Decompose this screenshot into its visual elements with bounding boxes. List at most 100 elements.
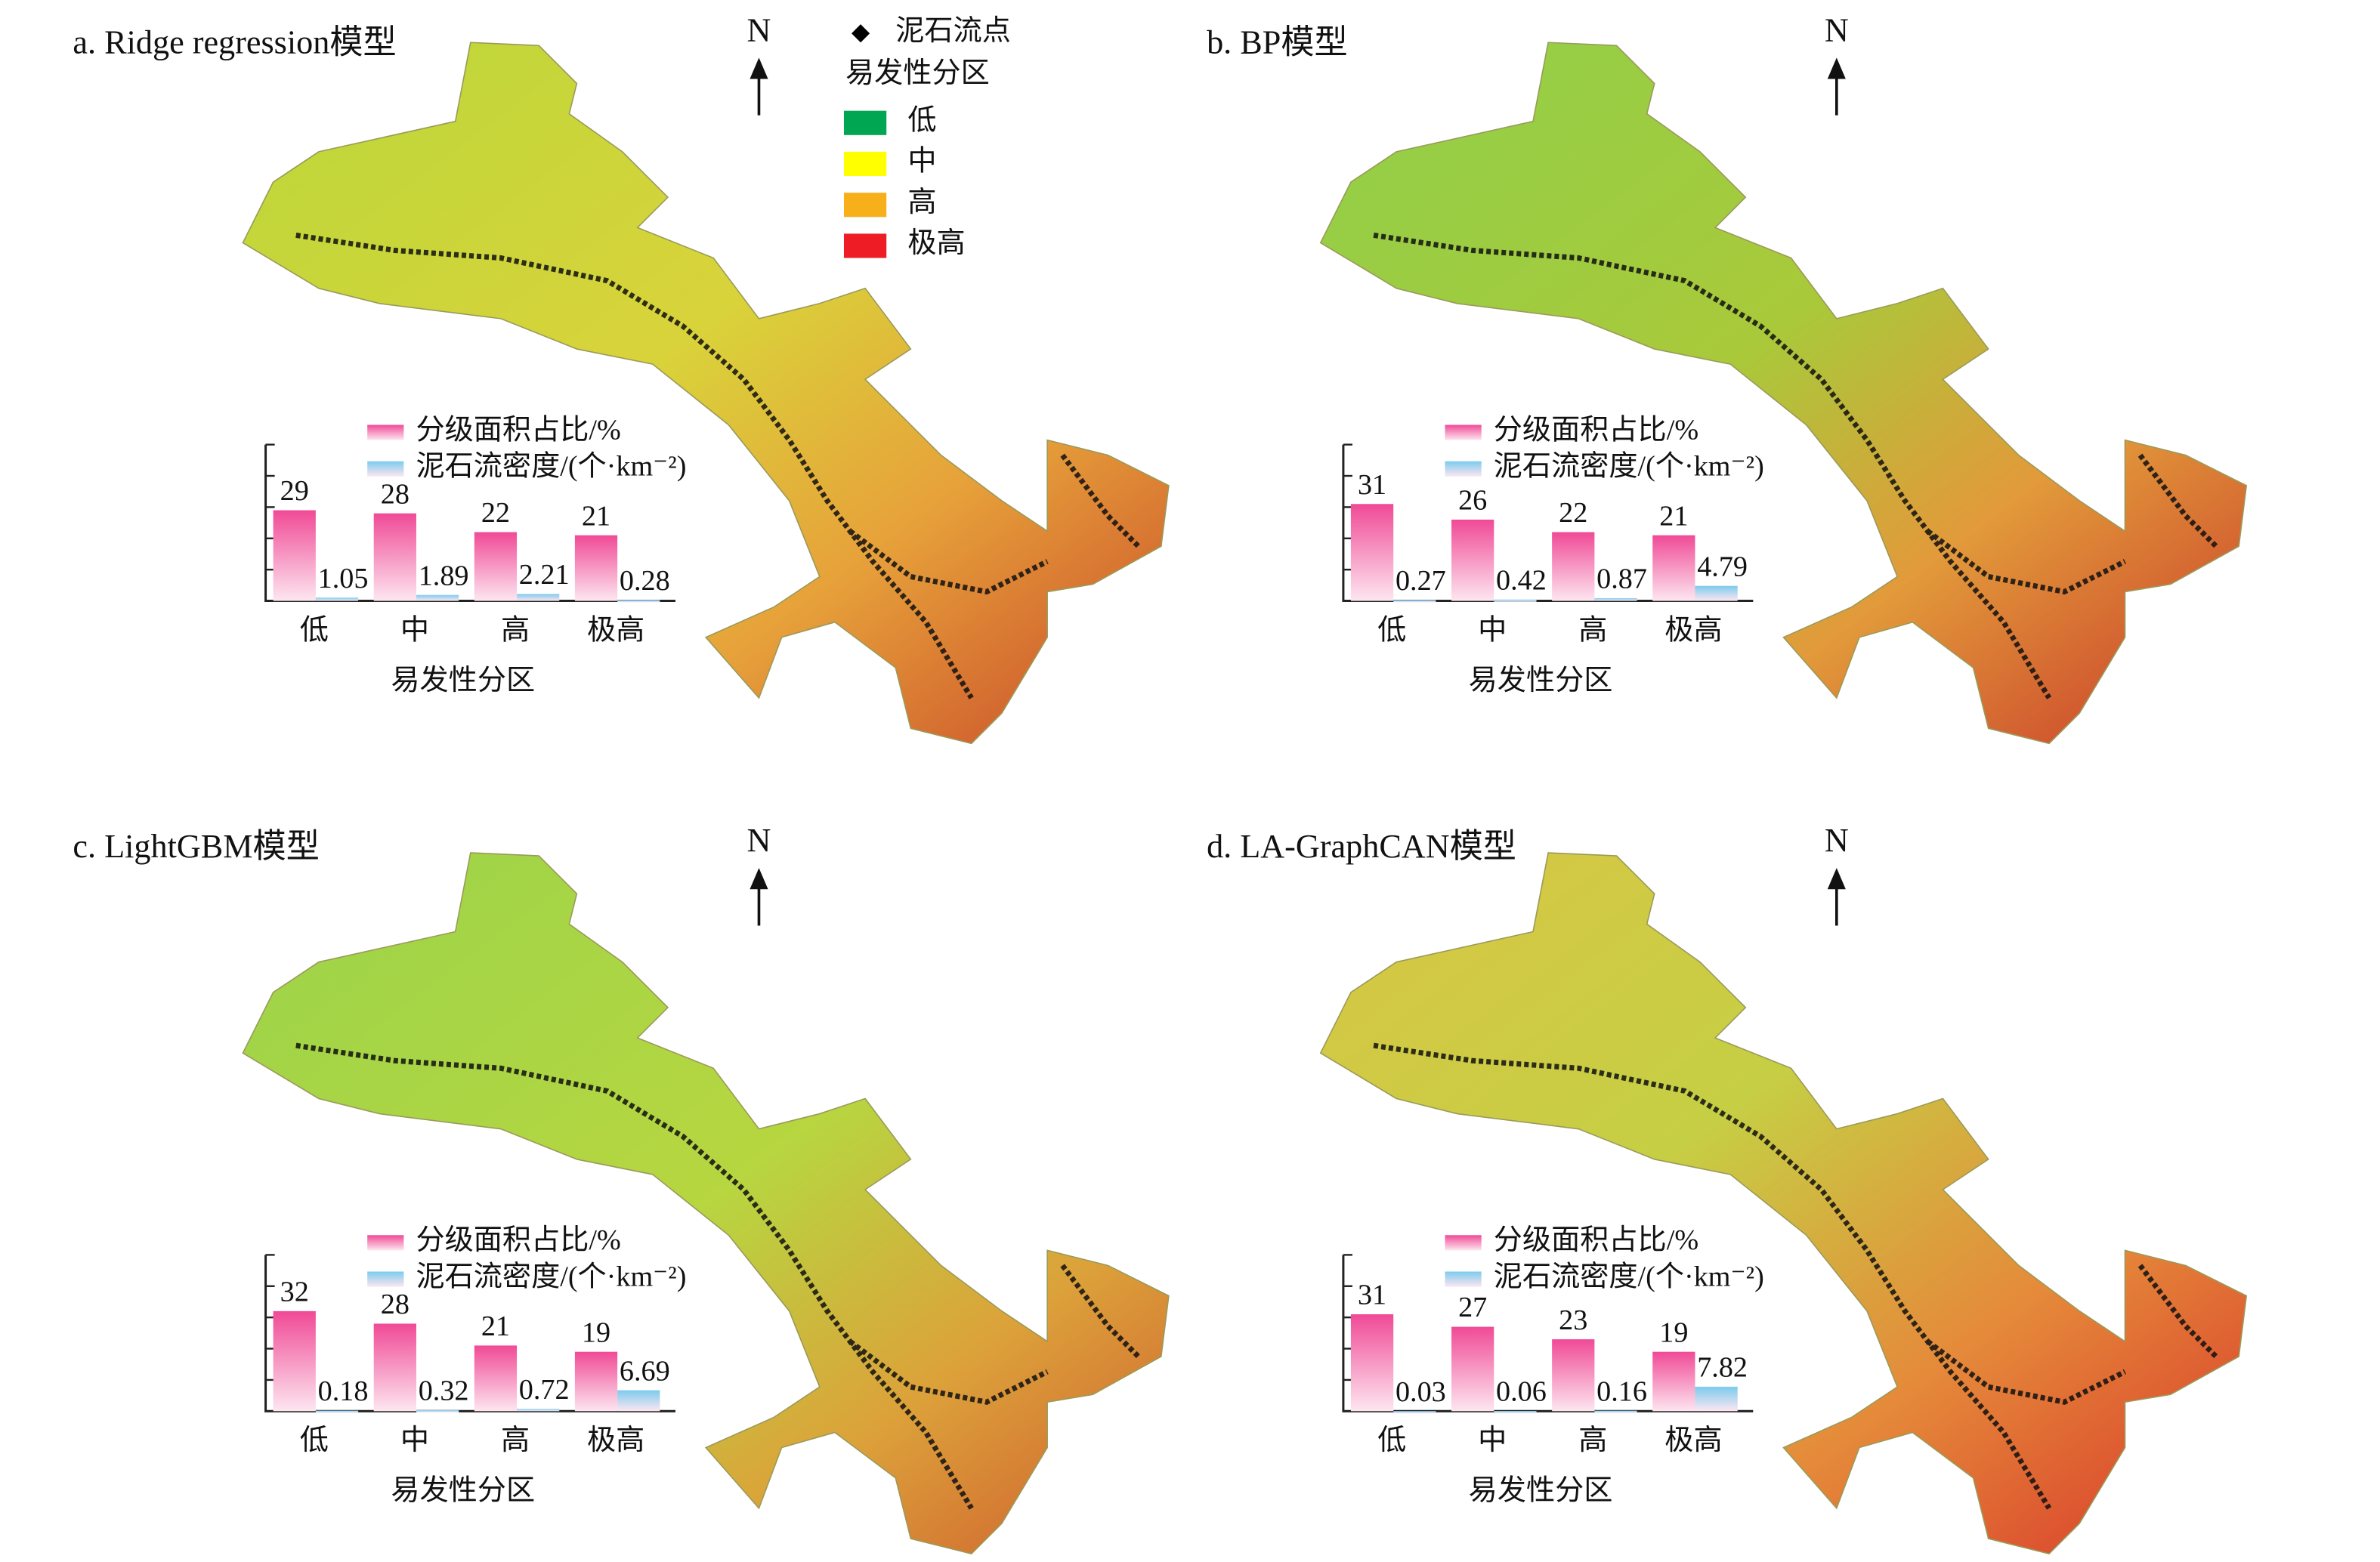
x-tick-label: 低: [300, 614, 329, 646]
province-map: [242, 852, 1170, 1555]
panel: c. LightGBM模型 N 分级面积占比/% 泥石流密度/(个·km⁻²) 低 32 0…: [73, 822, 1170, 1555]
panel-title: b. BP模型: [1207, 23, 1348, 60]
panel: d. LA-GraphCAN模型 N 分级面积占比/% 泥石流密度/(个·km⁻²) 低…: [1207, 822, 2248, 1555]
legend-swatch: [1445, 1235, 1482, 1251]
value-label: 21: [481, 1310, 510, 1342]
bar: [416, 594, 459, 601]
x-tick-label: 中: [400, 1425, 429, 1456]
panel: b. BP模型 N 分级面积占比/% 泥石流密度/(个·km⁻²) 低 31 0.27 中 26…: [1207, 11, 2248, 745]
bar: [1350, 1314, 1394, 1412]
legend-label: 极高: [907, 227, 965, 259]
value-label: 0.18: [318, 1375, 369, 1407]
value-label: 31: [1358, 469, 1386, 501]
legend-label: 泥石流密度/(个·km⁻²): [416, 450, 686, 483]
value-label: 22: [1559, 497, 1587, 529]
north-arrowhead: [750, 57, 768, 79]
x-tick-label: 高: [501, 614, 530, 646]
value-label: 27: [1458, 1292, 1487, 1323]
legend-label: 分级面积占比/%: [416, 1224, 620, 1256]
bar: [1652, 535, 1695, 601]
legend-swatch: [843, 151, 887, 177]
value-label: 4.79: [1697, 551, 1748, 582]
bar: [617, 600, 660, 603]
debris-flow-points: [1373, 232, 2218, 699]
legend-point-label: 泥石流点: [895, 15, 1011, 47]
debris-flow-points: [295, 232, 1141, 699]
bar: [1494, 599, 1537, 602]
bar: [1451, 519, 1494, 601]
bar: [1594, 1410, 1637, 1413]
value-label: 0.03: [1396, 1376, 1446, 1408]
x-tick-label: 极高: [1664, 614, 1722, 646]
legend-swatch: [367, 1271, 404, 1287]
x-axis-title: 易发性分区: [1469, 664, 1613, 696]
bar: [1695, 1386, 1738, 1412]
bar: [1552, 532, 1595, 601]
bar: [1451, 1326, 1494, 1412]
debris-flow-points: [1373, 1042, 2218, 1510]
bar: [1552, 1339, 1595, 1412]
value-label: 1.89: [419, 560, 469, 591]
x-axis-title: 易发性分区: [1469, 1474, 1613, 1507]
bar: [574, 535, 618, 601]
legend-label: 高: [907, 187, 936, 218]
legend-label: 分级面积占比/%: [1494, 1224, 1698, 1256]
bar: [474, 1345, 518, 1412]
value-label: 23: [1559, 1304, 1587, 1336]
x-tick-label: 极高: [587, 614, 644, 646]
legend-swatch: [843, 233, 887, 258]
bar: [1494, 1411, 1537, 1414]
value-label: 6.69: [620, 1355, 670, 1387]
legend-label: 分级面积占比/%: [1494, 414, 1698, 446]
debris-flow-points: [295, 1042, 1141, 1510]
bar: [517, 1409, 560, 1412]
x-tick-label: 中: [1478, 614, 1507, 646]
value-label: 0.32: [419, 1375, 469, 1407]
value-label: 21: [582, 500, 610, 532]
x-tick-label: 高: [1578, 1425, 1607, 1456]
value-label: 32: [280, 1276, 309, 1308]
value-label: 29: [280, 475, 309, 507]
bar: [416, 1409, 459, 1412]
legend-swatch: [367, 461, 404, 477]
value-label: 7.82: [1697, 1352, 1748, 1384]
debris-point-symbol: [852, 24, 870, 43]
legend-label: 中: [907, 146, 936, 178]
bar: [617, 1390, 660, 1412]
legend-swatch: [843, 110, 887, 135]
legend-swatch: [1445, 424, 1482, 440]
bar: [474, 532, 518, 601]
bar: [1695, 585, 1738, 601]
panel-title: a. Ridge regression模型: [73, 23, 396, 60]
value-label: 31: [1358, 1280, 1386, 1311]
legend-swatch: [843, 193, 887, 218]
x-tick-label: 中: [1478, 1425, 1507, 1456]
x-tick-label: 中: [400, 614, 429, 646]
north-arrowhead: [750, 868, 768, 890]
bar: [373, 513, 416, 601]
x-tick-label: 高: [1578, 614, 1607, 646]
legend-title: 易发性分区: [845, 57, 990, 89]
bar: [1594, 597, 1637, 601]
x-axis-title: 易发性分区: [391, 664, 535, 696]
north-arrowhead: [1827, 57, 1846, 79]
north-label: N: [747, 822, 771, 859]
value-label: 26: [1458, 485, 1487, 517]
value-label: 22: [481, 497, 510, 529]
legend-label: 低: [907, 104, 936, 136]
north-label: N: [1825, 822, 1849, 859]
value-label: 28: [381, 1289, 410, 1320]
legend-label: 泥石流密度/(个·km⁻²): [416, 1260, 686, 1292]
legend-label: 泥石流密度/(个·km⁻²): [1494, 450, 1764, 483]
value-label: 21: [1659, 500, 1688, 532]
bar: [273, 510, 316, 601]
bar: [1393, 600, 1436, 603]
panel-title: d. LA-GraphCAN模型: [1207, 828, 1516, 865]
bar: [574, 1351, 618, 1412]
value-label: 0.16: [1596, 1375, 1647, 1407]
x-tick-label: 极高: [1664, 1425, 1722, 1456]
legend-label: 分级面积占比/%: [416, 414, 620, 446]
